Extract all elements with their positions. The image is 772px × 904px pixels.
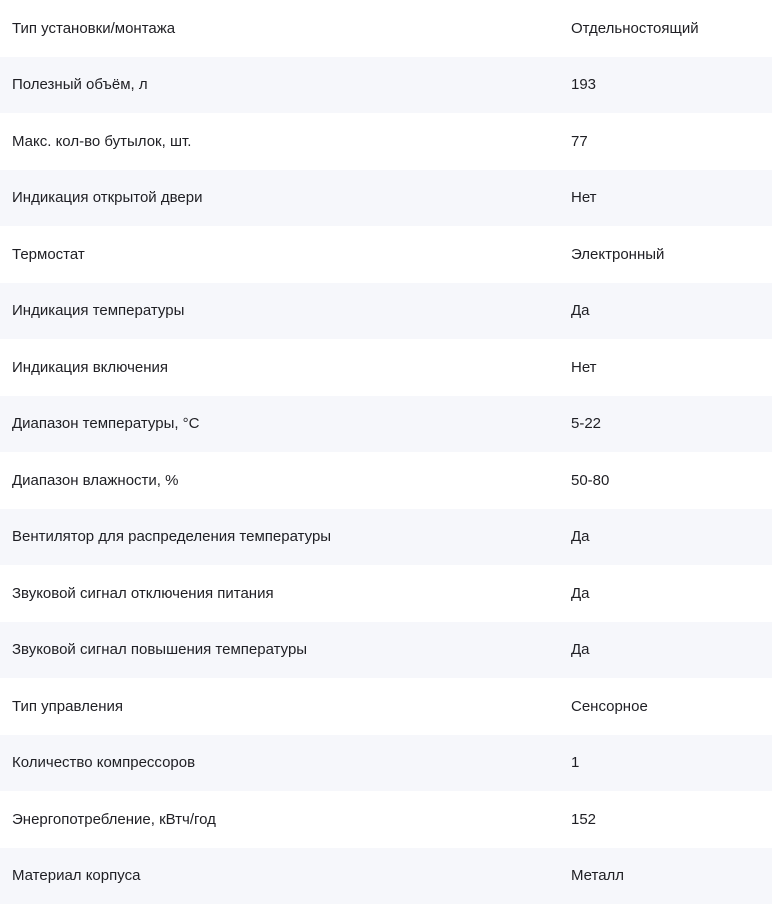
- spec-label: Индикация открытой двери: [12, 189, 203, 207]
- spec-label: Вентилятор для распределения температуры: [12, 528, 332, 546]
- spec-row: Вентилятор для распределения температуры…: [0, 508, 772, 565]
- spec-label: Энергопотребление, кВтч/год: [12, 810, 216, 828]
- spec-row: Полезный объём, л 193: [0, 56, 772, 113]
- spec-row: Тип установки/монтажа Отдельностоящий: [0, 0, 772, 57]
- spec-label: Диапазон температуры, °С: [12, 415, 200, 433]
- spec-value: Да: [571, 302, 590, 320]
- spec-label: Звуковой сигнал отключения питания: [12, 584, 274, 602]
- spec-value: Нет: [571, 189, 597, 207]
- spec-value: Сенсорное: [571, 697, 648, 715]
- spec-row: Индикация температуры Да: [0, 282, 772, 339]
- spec-row: Звуковой сигнал отключения питания Да: [0, 565, 772, 622]
- spec-row: Индикация включения Нет: [0, 339, 772, 396]
- spec-label: Индикация включения: [12, 358, 169, 376]
- spec-label: Тип управления: [12, 697, 123, 715]
- spec-label: Макс. кол-во бутылок, шт.: [12, 132, 192, 150]
- spec-label: Материал корпуса: [12, 867, 141, 885]
- spec-label: Тип установки/монтажа: [12, 19, 176, 37]
- spec-value: Электронный: [571, 245, 665, 263]
- spec-value: Да: [571, 641, 590, 659]
- spec-row: Диапазон влажности, % 50-80: [0, 452, 772, 509]
- spec-value: Отдельностоящий: [571, 19, 699, 37]
- spec-row: Материал корпуса Металл: [0, 847, 772, 904]
- spec-label: Термостат: [12, 245, 85, 263]
- spec-row: Количество компрессоров 1: [0, 734, 772, 791]
- spec-value: 1: [571, 754, 580, 772]
- spec-row: Индикация открытой двери Нет: [0, 169, 772, 226]
- spec-value: Металл: [571, 867, 625, 885]
- spec-value: 193: [571, 76, 597, 94]
- spec-label: Индикация температуры: [12, 302, 185, 320]
- spec-label: Звуковой сигнал повышения температуры: [12, 641, 308, 659]
- spec-value: 152: [571, 810, 597, 828]
- spec-value: Да: [571, 528, 590, 546]
- spec-row: Тип управления Сенсорное: [0, 678, 772, 735]
- spec-row: Макс. кол-во бутылок, шт. 77: [0, 113, 772, 170]
- spec-row: Звуковой сигнал повышения температуры Да: [0, 621, 772, 678]
- spec-value: Нет: [571, 358, 597, 376]
- spec-row: Диапазон температуры, °С 5-22: [0, 395, 772, 452]
- spec-row: Термостат Электронный: [0, 226, 772, 283]
- spec-row: Энергопотребление, кВтч/год 152: [0, 791, 772, 848]
- spec-value: 50-80: [571, 471, 610, 489]
- spec-label: Диапазон влажности, %: [12, 471, 179, 489]
- spec-label: Количество компрессоров: [12, 754, 196, 772]
- spec-value: Да: [571, 584, 590, 602]
- spec-value: 5-22: [571, 415, 602, 433]
- spec-label: Полезный объём, л: [12, 76, 148, 94]
- spec-value: 77: [571, 132, 588, 150]
